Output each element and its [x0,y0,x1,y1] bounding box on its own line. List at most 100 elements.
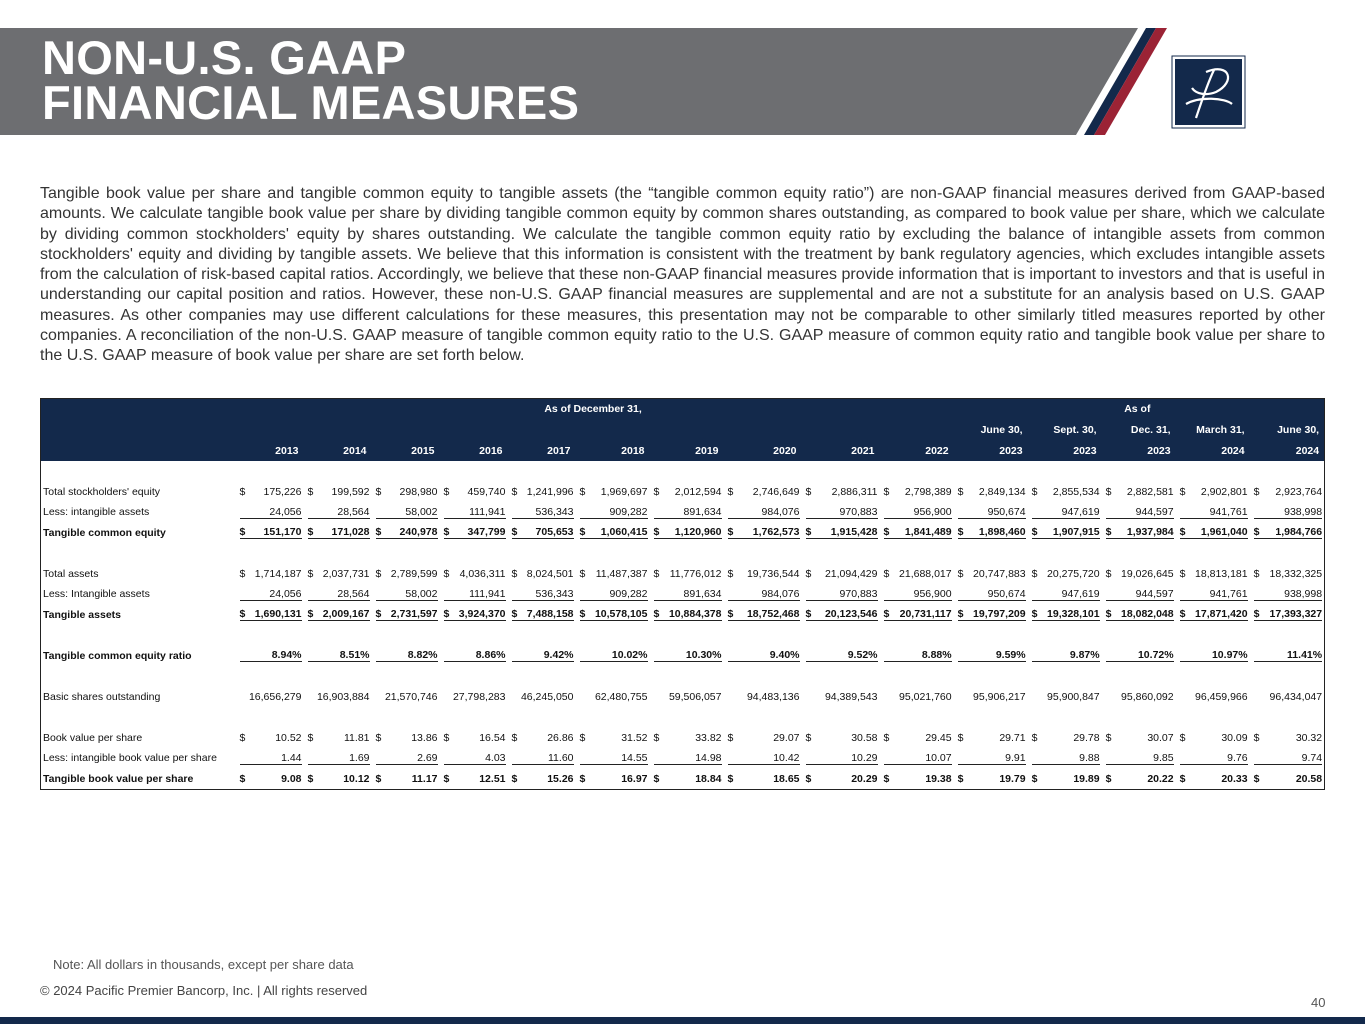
value-cell: $2,882,581 [1102,482,1176,503]
value-cell: $2,886,311 [802,482,880,503]
value: 909,282 [609,587,648,600]
row-label: Book value per share [43,731,143,744]
value: 11.41% [1287,649,1323,662]
logo-mark [1185,68,1233,119]
currency: $ [1105,608,1112,621]
cell: 9.76 [1179,752,1248,765]
value: 16.54 [479,731,506,744]
value-cell: $19,797,209 [954,605,1028,626]
currency: $ [957,526,964,539]
value-cell: $1,060,415 [576,523,650,544]
value-cell: $19.38 [880,769,954,790]
cell: $11.81 [308,732,370,744]
value-cell: 984,076 [724,502,802,523]
currency: $ [1105,567,1112,580]
cell: $199,592 [308,486,370,498]
currency: $ [1031,567,1038,580]
value-cell: 46,245,050 [508,687,576,708]
currency: $ [883,567,890,580]
cell: 944,597 [1105,588,1174,601]
value-cell: $16.54 [440,728,508,749]
value-cell: 8.82% [372,646,440,667]
value: 1,937,984 [1126,526,1174,539]
currency: $ [307,485,314,498]
value: 9.88 [1079,751,1100,764]
value: 9.42% [543,649,574,662]
value: 938,998 [1284,505,1323,518]
group-header: As of [953,398,1325,420]
value-cell: $13.86 [372,728,440,749]
value: 2,037,731 [322,567,370,580]
value-cell: $20,731,117 [880,605,954,626]
cell: $21,094,429 [806,568,878,580]
value: 30.58 [851,731,878,744]
currency: $ [1105,485,1112,498]
cell: $1,241,996 [512,486,574,498]
value-cell: $2,009,167 [304,605,372,626]
value-cell: $459,740 [440,482,508,503]
cell: 59,506,057 [654,691,722,703]
value: 2,882,581 [1126,485,1174,498]
currency: $ [511,485,518,498]
currency: $ [653,485,660,498]
value-cell: $11,487,387 [576,564,650,585]
copyright: © 2024 Pacific Premier Bancorp, Inc. | A… [40,983,368,998]
cell: $19,328,101 [1031,608,1100,622]
cell: 950,674 [957,506,1026,519]
value: 18,813,181 [1195,567,1248,580]
value-cell: 9.88 [1028,748,1102,769]
cell: 10.72% [1105,649,1174,663]
value-cell: 938,998 [1250,502,1325,523]
value: 970,883 [839,505,878,518]
cell: $10.12 [308,773,370,785]
value-cell: $1,961,040 [1176,523,1250,544]
value: 95,900,847 [1047,690,1100,703]
value: 10.12 [343,772,370,785]
value-cell: $705,653 [508,523,576,544]
cell: 938,998 [1253,505,1323,519]
cell: 9.85 [1105,752,1174,765]
cell: 9.52% [805,649,878,663]
currency: $ [375,608,382,621]
currency: $ [883,731,890,744]
year-label: 2023 [1101,440,1176,462]
value-cell: 9.42% [508,646,576,667]
cell: 909,282 [579,506,648,519]
value: 20,123,546 [824,608,878,621]
value-cell: $19.89 [1028,769,1102,790]
cell: 970,883 [805,588,878,601]
value: 11.17 [411,772,438,785]
value: 59,506,057 [668,690,722,703]
value-cell: $1,937,984 [1102,523,1176,544]
row-label: Less: intangible assets [43,506,150,519]
value-cell: $19,026,645 [1102,564,1176,585]
cell: $26.86 [512,732,574,744]
value-cell: $2,923,764 [1250,482,1325,503]
spacer [41,625,1325,646]
cell: $1,937,984 [1105,526,1174,540]
currency: $ [239,567,246,580]
value: 950,674 [987,587,1026,600]
cell: 9.42% [511,649,574,663]
header-cell [40,398,236,420]
value: 19.38 [925,772,952,785]
value: 2,789,599 [390,567,438,580]
value-cell: $1,841,489 [880,523,954,544]
value-cell: 10.29 [802,748,880,769]
value: 705,653 [535,526,574,539]
value: 10,578,105 [594,608,648,621]
cell: $7,488,158 [511,608,574,622]
value: 151,170 [263,526,302,539]
value: 171,028 [331,526,370,539]
value: 2,731,597 [390,608,438,621]
cell: 8.88% [883,649,952,663]
value-cell: 28,564 [304,584,372,605]
year-label: 2022 [879,440,954,462]
cell: $1,060,415 [579,526,648,540]
value: 58,002 [405,505,438,518]
cell: 536,343 [511,588,574,601]
header-row: As of December 31, As of [40,398,1325,420]
table-header: As of December 31, As of June 30, Sept. 30,… [40,398,1325,462]
currency: $ [883,608,890,621]
cell: 8.51% [307,649,370,663]
